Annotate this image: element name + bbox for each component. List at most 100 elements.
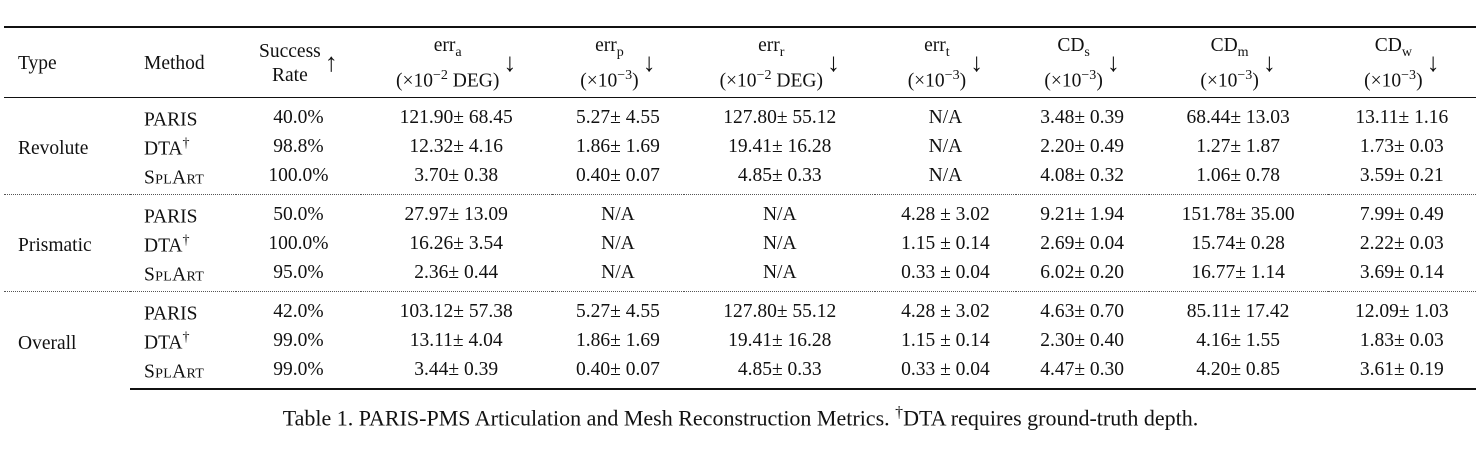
err-a-cell: 16.26± 3.54 — [409, 233, 503, 255]
cd-s-cell: 2.30± 0.40 — [1040, 330, 1125, 352]
header-type-label: Type — [18, 52, 57, 74]
method-footnote-mark: † — [182, 135, 190, 152]
err-r-cell: 4.85± 0.33 — [737, 165, 822, 187]
err-p-cell: N/A — [551, 194, 685, 230]
method-name: PARIS — [144, 303, 198, 325]
header-err-a-sub: a — [455, 43, 462, 60]
method-name: DTA — [144, 138, 183, 160]
caption-tail: DTA requires ground-truth depth. — [903, 405, 1199, 431]
table-row: Overall PARIS 42.0% 103.12± 57.38 5.27± … — [4, 291, 1476, 390]
cd-m-cell: 4.20± 0.85 — [1148, 355, 1328, 391]
table-row: DTA† 98.8% 12.32± 4.16 1.86± 1.69 19.41±… — [4, 132, 1476, 161]
cd-m-cell: 151.78± 35.00 — [1148, 194, 1328, 230]
err-p-cell: N/A — [601, 233, 635, 255]
err-a-cell: 27.97± 13.09 — [360, 194, 552, 230]
header-err-t-unit-tail: ) — [959, 70, 967, 92]
header-cd-w-sub: w — [1401, 43, 1412, 60]
success-rate-cell: 100.0% — [268, 165, 329, 187]
err-r-cell: N/A — [762, 233, 797, 255]
down-arrow-icon: ↓ — [826, 48, 840, 78]
method-name: SplArt — [144, 361, 205, 383]
err-a-cell: 3.44± 0.39 — [360, 355, 552, 391]
table-row: DTA† 100.0% 16.26± 3.54 N/A N/A 1.15 ± 0… — [4, 229, 1476, 258]
err-r-cell: N/A — [684, 194, 876, 230]
header-err-p-exp: −3 — [617, 67, 633, 84]
header-cd-s-name: CD — [1057, 35, 1085, 56]
err-p-cell: 0.40± 0.07 — [576, 165, 660, 187]
group-prismatic: Prismatic PARIS 50.0% 27.97± 13.09 N/A N… — [4, 194, 1476, 292]
cd-w-cell: 3.59± 0.21 — [1359, 165, 1444, 187]
header-cd-w-name: CD — [1374, 35, 1402, 56]
method-footnote-mark: † — [182, 329, 190, 346]
header-err-p-name: err — [595, 35, 617, 56]
err-t-cell: 1.15 ± 0.14 — [901, 330, 990, 352]
table-caption: Table 1. PARIS-PMS Articulation and Mesh… — [0, 404, 1481, 431]
cd-m-cell: 68.44± 13.03 — [1186, 107, 1290, 129]
method-cell: PARIS — [130, 291, 236, 327]
err-t-cell: N/A — [928, 107, 963, 129]
header-err-p-unit-tail: ) — [632, 70, 639, 92]
header-err-a: erra (×10−2 DEG) ↓ — [360, 26, 552, 99]
header-err-t-exp: −3 — [944, 67, 960, 84]
err-r-cell: N/A — [762, 262, 797, 284]
down-arrow-icon: ↓ — [1106, 48, 1120, 78]
err-t-cell: N/A — [928, 136, 963, 158]
cd-w-cell: 13.11± 1.16 — [1355, 107, 1449, 129]
header-err-t-unit: (×10 — [907, 70, 945, 92]
success-rate-cell: 50.0% — [236, 194, 361, 230]
header-type: Type — [4, 26, 130, 99]
header-err-a-unit: (×10 — [395, 70, 433, 92]
method-name: DTA — [144, 235, 183, 257]
cd-w-cell: 3.61± 0.19 — [1327, 355, 1476, 391]
cd-s-cell: 4.63± 0.70 — [1015, 291, 1149, 327]
cd-s-cell: 2.20± 0.49 — [1040, 136, 1125, 158]
header-cd-s-exp: −3 — [1081, 67, 1097, 84]
header-err-p-sub: p — [616, 43, 624, 60]
err-r-cell: 19.41± 16.28 — [728, 136, 832, 158]
err-r-cell: 19.41± 16.28 — [728, 330, 832, 352]
success-rate-cell: 100.0% — [268, 233, 329, 255]
header-err-p: errp (×10−3) ↓ — [551, 26, 685, 99]
method-cell: DTA† — [130, 132, 236, 161]
method-name: PARIS — [144, 206, 198, 228]
cd-m-cell: 1.27± 1.87 — [1196, 136, 1281, 158]
header-err-p-unit: (×10 — [580, 70, 618, 92]
cd-w-cell: 12.09± 1.03 — [1327, 291, 1476, 327]
cd-m-cell: 1.06± 0.78 — [1196, 165, 1281, 187]
err-a-cell: 13.11± 4.04 — [409, 330, 503, 352]
err-a-cell: 103.12± 57.38 — [360, 291, 552, 327]
down-arrow-icon: ↓ — [970, 48, 984, 78]
success-rate-cell: 95.0% — [273, 262, 324, 284]
method-name: PARIS — [144, 109, 198, 131]
cd-m-cell: 85.11± 17.42 — [1148, 291, 1328, 327]
header-err-t: errt (×10−3) ↓ — [875, 26, 1016, 99]
header-cd-m-name: CD — [1210, 35, 1238, 56]
cd-s-cell: 6.02± 0.20 — [1040, 262, 1125, 284]
table-row: SplArt 100.0% 3.70± 0.38 0.40± 0.07 4.85… — [4, 161, 1476, 195]
success-rate-cell: 99.0% — [236, 355, 361, 391]
cd-s-cell: 3.48± 0.39 — [1040, 107, 1125, 129]
cd-w-cell: 1.83± 0.03 — [1359, 330, 1444, 352]
caption-dagger-mark: † — [895, 404, 904, 421]
table-row: DTA† 99.0% 13.11± 4.04 1.86± 1.69 19.41±… — [4, 326, 1476, 355]
err-t-cell: 4.28 ± 3.02 — [875, 291, 1016, 327]
up-arrow-icon: ↑ — [324, 48, 338, 78]
method-name: DTA — [144, 332, 183, 354]
header-cd-w-exp: −3 — [1401, 67, 1417, 84]
err-r-cell: 4.85± 0.33 — [684, 355, 876, 391]
group-revolute: Revolute PARIS 40.0% 121.90± 68.45 5.27±… — [4, 98, 1476, 195]
header-err-r-exp: −2 — [756, 67, 772, 84]
err-t-cell: 0.33 ± 0.04 — [901, 262, 990, 284]
err-a-cell: 2.36± 0.44 — [414, 262, 499, 284]
cd-w-cell: 1.73± 0.03 — [1359, 136, 1444, 158]
header-cd-s-unit: (×10 — [1044, 70, 1082, 92]
err-a-cell: 121.90± 68.45 — [399, 107, 513, 129]
header-cd-m-sub: m — [1237, 43, 1249, 60]
group-type-label: Prismatic — [4, 194, 130, 292]
err-p-cell: 0.40± 0.07 — [551, 355, 685, 391]
header-err-r-unit-tail: DEG) — [771, 70, 823, 92]
err-r-cell: 127.80± 55.12 — [723, 107, 837, 129]
header-cd-w: CDw (×10−3) ↓ — [1327, 26, 1476, 99]
header-cd-s-unit-tail: ) — [1096, 70, 1103, 92]
err-p-cell: 5.27± 4.55 — [551, 291, 685, 327]
